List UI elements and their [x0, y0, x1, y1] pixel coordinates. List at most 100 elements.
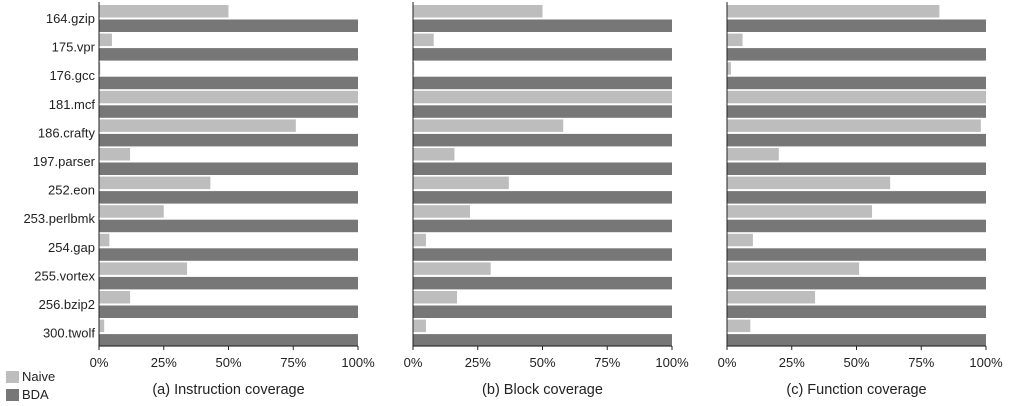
- x-tick-label: 100%: [969, 355, 1003, 370]
- bar-bda: [727, 334, 986, 347]
- x-tick-label: 50%: [215, 355, 241, 370]
- bar-bda: [727, 76, 986, 90]
- bar-naive: [413, 319, 426, 333]
- x-tick-label: 100%: [655, 355, 689, 370]
- bar-bda: [99, 305, 358, 318]
- x-tick-label: 75%: [594, 355, 620, 370]
- bar-bda: [99, 105, 358, 118]
- category-label: 300.twolf: [43, 326, 95, 341]
- category-label: 164.gzip: [46, 11, 95, 26]
- bar-bda: [99, 48, 358, 61]
- bar-naive: [99, 5, 229, 18]
- category-label: 186.crafty: [38, 125, 96, 140]
- x-tick-label: 75%: [908, 355, 934, 370]
- bar-naive: [99, 33, 112, 47]
- bar-bda: [727, 191, 986, 204]
- bar-naive: [99, 176, 211, 190]
- bar-naive: [99, 233, 110, 247]
- bar-bda: [99, 191, 358, 204]
- bar-naive: [413, 90, 672, 104]
- legend-swatch-bda: [6, 389, 19, 401]
- category-label: 197.parser: [33, 154, 96, 169]
- category-label: 176.gcc: [49, 68, 95, 83]
- category-label: 256.bzip2: [39, 297, 95, 312]
- bar-bda: [99, 276, 358, 290]
- x-tick-label: 0%: [718, 355, 737, 370]
- chart-panel-2: 0% 25% 50% 75% 100% (b) Block coverage: [404, 2, 689, 398]
- bar-bda: [413, 19, 672, 32]
- bar-bda: [413, 305, 672, 318]
- x-tick-label: 50%: [529, 355, 555, 370]
- bar-naive: [413, 233, 426, 247]
- bar-naive: [727, 319, 751, 333]
- bar-naive: [413, 205, 470, 218]
- bar-naive: [413, 176, 509, 190]
- bar-naive: [99, 148, 131, 161]
- bar-naive: [413, 291, 458, 304]
- bar-naive: [99, 319, 105, 333]
- bar-bda: [413, 133, 672, 147]
- x-tick-label: 0%: [90, 355, 109, 370]
- chart-legend: Naive BDA: [6, 369, 55, 402]
- bar-bda: [727, 105, 986, 118]
- chart-panel-1: 164.gzip 175.vpr 176.gcc 181.mcf 186.crafty 1…: [23, 2, 375, 398]
- chart-title: (b) Block coverage: [482, 382, 603, 398]
- category-label: 181.mcf: [49, 97, 96, 112]
- bar-naive: [727, 262, 860, 275]
- bar-bda: [413, 105, 672, 118]
- bar-bda: [727, 162, 986, 175]
- bar-bda: [727, 248, 986, 261]
- bar-naive: [99, 262, 188, 275]
- legend-swatch-naive: [6, 371, 19, 383]
- chart-panel-3: 0% 25% 50% 75% 100% (c) Function coverage: [718, 2, 1003, 398]
- bar-bda: [413, 334, 672, 347]
- bar-bda: [99, 133, 358, 147]
- bar-naive: [413, 148, 455, 161]
- bar-naive: [727, 148, 779, 161]
- x-tick-label: 25%: [779, 355, 805, 370]
- bar-naive: [413, 33, 434, 47]
- bar-naive: [413, 119, 564, 132]
- x-tick-label: 75%: [280, 355, 306, 370]
- bar-bda: [727, 133, 986, 147]
- chart-panels: 164.gzip 175.vpr 176.gcc 181.mcf 186.crafty 1…: [23, 2, 1003, 398]
- legend-label-bda: BDA: [22, 387, 49, 402]
- bar-bda: [727, 19, 986, 32]
- bar-naive: [727, 291, 816, 304]
- bar-naive: [727, 90, 986, 104]
- bar-bda: [99, 248, 358, 261]
- bar-naive: [413, 62, 415, 75]
- x-tick-label: 25%: [151, 355, 177, 370]
- x-tick-label: 100%: [341, 355, 375, 370]
- bar-naive: [99, 119, 296, 132]
- chart-title: (c) Function coverage: [786, 382, 926, 398]
- bar-naive: [727, 176, 891, 190]
- category-label: 175.vpr: [52, 40, 96, 55]
- bar-naive: [727, 5, 940, 18]
- bar-bda: [99, 219, 358, 233]
- bar-naive: [727, 33, 743, 47]
- bar-naive: [727, 62, 731, 75]
- category-label: 253.perlbmk: [23, 211, 95, 226]
- bar-bda: [727, 219, 986, 233]
- x-tick-label: 0%: [404, 355, 423, 370]
- bar-naive: [727, 233, 753, 247]
- bar-naive: [99, 291, 131, 304]
- bar-bda: [99, 334, 358, 347]
- bar-bda: [99, 162, 358, 175]
- bar-naive: [99, 62, 101, 75]
- bar-bda: [727, 48, 986, 61]
- bar-naive: [727, 119, 981, 132]
- bar-naive: [727, 205, 873, 218]
- bar-naive: [413, 262, 491, 275]
- bar-bda: [413, 191, 672, 204]
- bar-bda: [413, 162, 672, 175]
- bar-bda: [413, 276, 672, 290]
- bar-bda: [413, 76, 672, 90]
- category-label: 254.gap: [48, 240, 95, 255]
- bar-naive: [413, 5, 543, 18]
- bar-bda: [99, 19, 358, 32]
- bar-naive: [99, 90, 358, 104]
- x-tick-label: 25%: [465, 355, 491, 370]
